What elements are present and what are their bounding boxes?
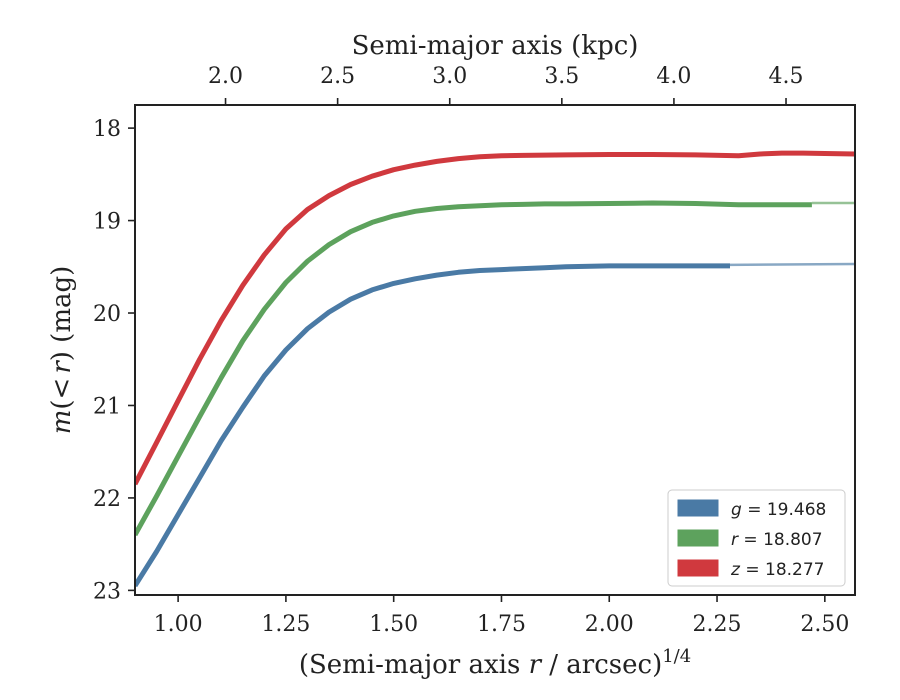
x-tick-label: 2.25 [693, 612, 742, 637]
legend-var-r: r [731, 530, 739, 550]
top-tick-label: 2.0 [208, 64, 243, 89]
y-axis-label-unit: (mag) [47, 266, 77, 351]
top-tick-label: 3.5 [544, 64, 579, 89]
legend-eq-r: = [738, 530, 763, 550]
series-g-line [135, 263, 730, 588]
legend-value-z: 18.277 [765, 560, 824, 580]
legend-swatch-z [677, 559, 719, 577]
x-axis-label-sup: 1/4 [662, 646, 691, 667]
x-tick-label: 2.50 [800, 612, 849, 637]
x-axis-label-suffix: / arcsec) [541, 650, 662, 680]
series-z-line [135, 150, 855, 486]
x-axis-label: (Semi-major axis r / arcsec)1/4 [299, 646, 691, 680]
legend-value-r: 18.807 [763, 530, 822, 550]
x-tick-label: 2.00 [585, 612, 634, 637]
y-axis-label-r: r [47, 360, 77, 374]
x-axis-label-var: r [529, 650, 543, 680]
top-tick-label: 4.5 [769, 64, 804, 89]
y-tick-label: 21 [93, 394, 121, 419]
series-layer [135, 150, 855, 588]
axis-layer: 1.00 1.25 1.50 1.75 2.00 2.25 2.50 18 19 20 21 22 23… [93, 64, 849, 637]
legend: g = 19.468 r = 18.807 z = 18.277 [667, 489, 846, 587]
x-axis-label-prefix: (Semi-major axis [299, 650, 529, 680]
x-tick-label: 1.25 [261, 612, 310, 637]
y-axis-label-open: ( [47, 399, 77, 409]
legend-value-g: 19.468 [767, 500, 826, 520]
y-tick-label: 18 [93, 117, 121, 142]
top-tick-label: 2.5 [320, 64, 355, 89]
legend-swatch-r [677, 529, 719, 547]
legend-swatch-g [677, 499, 719, 517]
legend-label-g: g = 19.468 [731, 500, 826, 520]
legend-eq-g: = [742, 500, 767, 520]
series-g-model-line [729, 262, 855, 267]
y-tick-label: 23 [93, 579, 121, 604]
top-axis-label: Semi-major axis (kpc) [352, 31, 639, 61]
y-tick-label: 22 [93, 487, 121, 512]
y-tick-label: 20 [93, 302, 121, 327]
plot-frame [134, 104, 856, 596]
y-tick-label: 19 [93, 210, 121, 235]
y-axis-label-lt: < [47, 378, 77, 400]
y-axis-label: m(< r) (mag) [47, 266, 77, 435]
legend-var-z: z [730, 560, 741, 580]
legend-eq-z: = [740, 560, 765, 580]
legend-var-g: g [731, 500, 742, 520]
x-tick-label: 1.75 [477, 612, 526, 637]
legend-label-r: r = 18.807 [731, 530, 823, 550]
legend-label-z: z = 18.277 [730, 560, 824, 580]
x-tick-label: 1.50 [369, 612, 418, 637]
x-tick-label: 1.00 [154, 612, 203, 637]
y-axis-label-var: m [47, 410, 77, 435]
series-r-line [135, 200, 812, 537]
y-axis-label-close: ) [47, 351, 77, 361]
top-tick-label: 3.0 [432, 64, 467, 89]
top-tick-label: 4.0 [656, 64, 691, 89]
